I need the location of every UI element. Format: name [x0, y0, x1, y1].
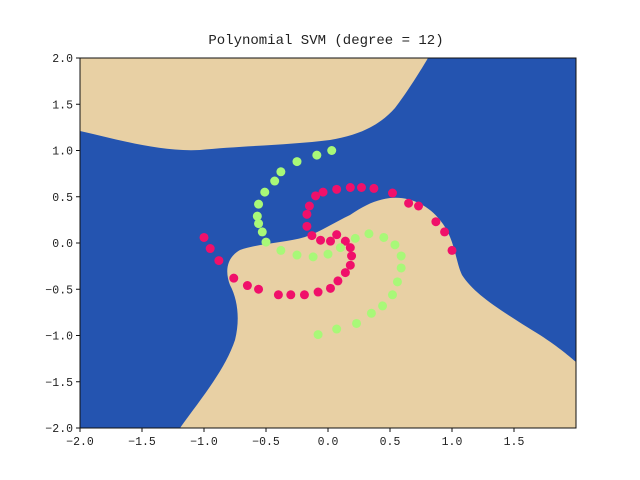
class-green-point [292, 250, 302, 260]
y-tick-label: −1.0 [45, 331, 73, 344]
class-green-point [332, 324, 342, 334]
class-green-point [387, 290, 397, 300]
x-tick-label: −1.0 [190, 436, 218, 449]
class-red-point [447, 245, 457, 255]
y-tick-label: 1.5 [52, 99, 73, 112]
class-red-point [431, 217, 441, 227]
class-green-point [254, 219, 264, 229]
class-red-point [332, 184, 342, 194]
region-beige-bottom [180, 197, 576, 428]
class-green-point [327, 146, 337, 155]
class-red-point [313, 287, 323, 297]
class-red-point [214, 256, 224, 266]
class-red-point [286, 290, 296, 300]
class-green-point [312, 150, 322, 160]
class-red-point [387, 188, 397, 198]
class-red-point [356, 183, 366, 192]
class-red-point [316, 235, 326, 245]
class-green-point [396, 263, 406, 273]
class-red-point [345, 183, 355, 192]
class-red-point [254, 284, 264, 294]
x-tick-label: 0.5 [380, 436, 401, 449]
class-red-point [345, 243, 355, 253]
class-red-point [345, 260, 355, 270]
x-axis: −2.0 −1.5 −1.0 −0.5 0.0 0.5 1.0 1.5 [66, 428, 524, 449]
class-red-point [311, 191, 321, 201]
class-green-point [252, 211, 262, 221]
y-tick-label: −0.5 [45, 284, 73, 297]
class-red-point [347, 251, 357, 261]
class-red-point [404, 198, 414, 208]
class-red-point [273, 290, 283, 300]
class-red-point [299, 290, 309, 300]
class-red-point [325, 236, 335, 246]
class-green-point [379, 232, 389, 242]
x-tick-label: 1.0 [442, 436, 463, 449]
class-green-point [323, 249, 333, 259]
class-green-point [261, 237, 271, 247]
y-tick-label: −2.0 [45, 423, 73, 436]
y-tick-label: 0.0 [52, 238, 73, 251]
class-red-point [302, 221, 312, 231]
class-red-point [242, 281, 252, 291]
class-green-point [335, 243, 345, 253]
x-tick-label: −2.0 [66, 436, 94, 449]
class-green-point [257, 227, 267, 237]
class-green-point [392, 277, 402, 287]
class-red-point [333, 276, 343, 286]
class-green-point [276, 167, 286, 177]
x-tick-label: 1.5 [504, 436, 525, 449]
x-tick-label: 0.0 [318, 436, 339, 449]
class-red-point [307, 231, 317, 241]
class-red-point [340, 236, 350, 246]
y-tick-label: 1.0 [52, 146, 73, 159]
chart-title: Polynomial SVM (degree = 12) [208, 33, 444, 49]
class-red-point [440, 227, 450, 237]
class-green-point [396, 251, 406, 261]
class-green-point [254, 199, 264, 209]
y-tick-label: 2.0 [52, 53, 73, 66]
class-green-point [364, 229, 374, 239]
class-green-point [352, 318, 362, 328]
class-green-point [270, 176, 280, 186]
class-red-point [369, 183, 379, 193]
class-red-point [199, 232, 209, 242]
class-red-point [332, 230, 342, 240]
class-red-point [302, 209, 312, 219]
region-beige-top [80, 58, 428, 151]
class-green-point [313, 330, 323, 340]
class-green-point [366, 308, 376, 318]
class-green-point [308, 252, 318, 262]
data-points [199, 146, 457, 340]
class-green-point [378, 301, 388, 311]
class-red-point [325, 283, 335, 293]
x-tick-label: −1.5 [128, 436, 156, 449]
class-red-point [318, 187, 328, 197]
class-red-point [229, 273, 239, 283]
y-tick-label: −1.5 [45, 377, 73, 390]
class-green-point [350, 233, 360, 243]
class-red-point [205, 244, 215, 254]
x-tick-label: −0.5 [252, 436, 280, 449]
class-red-point [304, 201, 314, 211]
class-red-point [340, 268, 350, 278]
class-green-point [390, 240, 400, 250]
class-green-point [276, 245, 286, 255]
y-axis: 2.0 1.5 1.0 0.5 0.0 −0.5 −1.0 −1.5 −2.0 [45, 53, 80, 436]
class-red-point [414, 201, 424, 211]
y-tick-label: 0.5 [52, 192, 73, 205]
class-green-point [292, 157, 302, 167]
class-green-point [260, 187, 270, 197]
